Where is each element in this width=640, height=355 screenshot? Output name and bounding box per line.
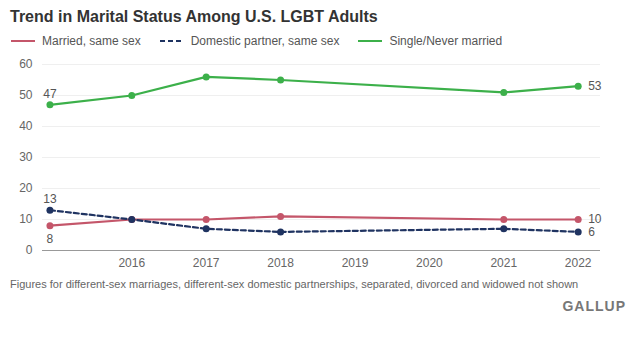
svg-text:2022: 2022 [565,256,592,270]
svg-text:20: 20 [19,181,33,195]
html-text:Trend in Marital Status Among: Trend in Marital Status Among U.S. LGBT … [10,8,378,25]
svg-text:50: 50 [19,88,33,102]
svg-text:53: 53 [588,79,602,93]
svg-text:2020: 2020 [416,256,443,270]
svg-text:47: 47 [43,87,57,101]
svg-text:0: 0 [26,243,33,257]
svg-text:10: 10 [19,212,33,226]
svg-text:2021: 2021 [490,256,517,270]
svg-text:30: 30 [19,150,33,164]
svg-text:2019: 2019 [342,256,369,270]
svg-text:2018: 2018 [267,256,294,270]
svg-text:6: 6 [588,225,595,239]
html-text:Domestic partner, same sex: Domestic partner, same sex [190,34,340,48]
svg-text:8: 8 [47,232,54,246]
html-text:Single/Never married: Single/Never married [389,34,503,48]
svg-text:2016: 2016 [118,256,145,270]
html-text:GALLUP: GALLUP [562,298,626,314]
svg-text:60: 60 [19,57,33,71]
html-text:Figures for different-sex marr: Figures for different-sex marriages, dif… [10,278,579,290]
html-text:Married, same sex: Married, same sex [42,34,141,48]
svg-text:13: 13 [43,192,57,206]
svg-text:10: 10 [588,212,602,227]
svg-text:40: 40 [19,119,33,133]
svg-text:2017: 2017 [193,256,220,270]
